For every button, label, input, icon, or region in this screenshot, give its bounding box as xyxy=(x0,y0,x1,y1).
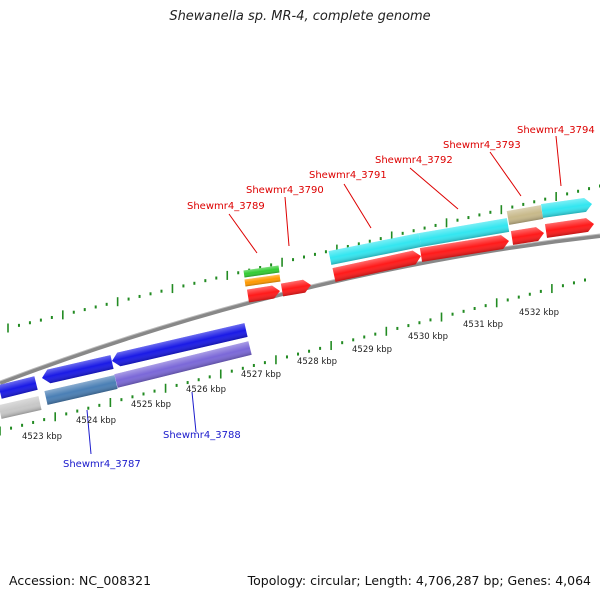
features[interactable] xyxy=(0,197,595,419)
gene-label-forward[interactable]: Shewmr4_3793 xyxy=(443,140,521,151)
feature-cyan-3794[interactable] xyxy=(541,197,593,218)
feature-cds-a[interactable] xyxy=(332,249,423,282)
gene-label-forward[interactable]: Shewmr4_3791 xyxy=(309,170,387,181)
gene-labels[interactable]: Shewmr4_3789 Shewmr4_3790 Shewmr4_3791 Shew… xyxy=(63,125,595,470)
scale-label: 4528 kbp xyxy=(297,357,337,367)
scale-label: 4532 kbp xyxy=(519,308,559,318)
feature-cyan-3791[interactable] xyxy=(328,233,422,265)
map-title: Shewanella sp. MR-4, complete genome xyxy=(169,9,431,24)
gene-label-forward[interactable]: Shewmr4_3790 xyxy=(246,185,324,196)
feature-reverse-a[interactable] xyxy=(0,376,38,399)
feature-cyan-3792[interactable] xyxy=(418,218,510,247)
scale-label: 4527 kbp xyxy=(241,370,281,380)
gene-label-forward[interactable]: Shewmr4_3789 xyxy=(187,201,265,212)
scale-label: 4526 kbp xyxy=(186,385,226,395)
leader-line xyxy=(284,196,290,247)
feature-reverse-c[interactable] xyxy=(110,323,248,368)
gene-label-reverse[interactable]: Shewmr4_3788 xyxy=(163,430,241,441)
leader-line xyxy=(343,183,372,229)
scale-label: 4530 kbp xyxy=(408,332,448,342)
scale-label: 4523 kbp xyxy=(22,432,62,442)
genome-summary-text: Topology: circular; Length: 4,706,287 bp… xyxy=(247,573,591,588)
leader-line xyxy=(489,151,522,197)
feature-green[interactable] xyxy=(243,265,280,278)
feature-cds-3790[interactable] xyxy=(280,279,312,297)
scale-label: 4524 kbp xyxy=(76,416,116,426)
feature-khaki-3793[interactable] xyxy=(506,205,544,225)
leader-line xyxy=(228,213,258,254)
scale-label: 4531 kbp xyxy=(463,320,503,330)
leader-line xyxy=(86,409,92,455)
gene-label-forward[interactable]: Shewmr4_3792 xyxy=(375,155,453,166)
feature-orange[interactable] xyxy=(244,274,281,287)
leader-line xyxy=(191,391,197,433)
feature-cds-b[interactable] xyxy=(419,234,510,262)
feature-cds-3789[interactable] xyxy=(246,285,281,303)
label-leaders xyxy=(86,135,562,455)
feature-grey[interactable] xyxy=(0,396,42,419)
feature-steel[interactable] xyxy=(44,375,118,405)
feature-cds-d[interactable] xyxy=(544,217,595,238)
scale-ticks xyxy=(0,184,600,436)
gene-label-forward[interactable]: Shewmr4_3794 xyxy=(517,125,595,136)
leader-line xyxy=(409,167,459,210)
feature-reverse-b[interactable] xyxy=(40,355,114,385)
feature-cds-c[interactable] xyxy=(510,226,545,245)
scale-label: 4525 kbp xyxy=(131,400,171,410)
feature-reverse-3788[interactable] xyxy=(114,341,252,388)
leader-line xyxy=(555,135,562,187)
scale-label: 4529 kbp xyxy=(352,345,392,355)
scale-labels: 4523 kbp 4524 kbp 4525 kbp 4526 kbp 4527 kbp… xyxy=(22,308,559,442)
accession-text: Accession: NC_008321 xyxy=(9,573,152,588)
gene-label-reverse[interactable]: Shewmr4_3787 xyxy=(63,459,141,470)
